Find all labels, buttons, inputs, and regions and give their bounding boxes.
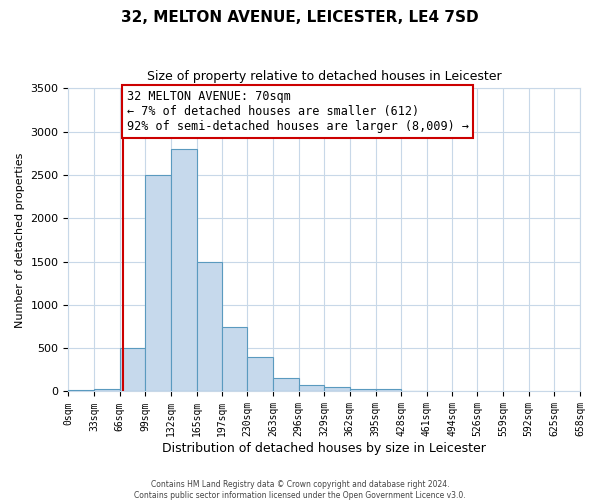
Title: Size of property relative to detached houses in Leicester: Size of property relative to detached ho… bbox=[147, 70, 502, 83]
Text: 32, MELTON AVENUE, LEICESTER, LE4 7SD: 32, MELTON AVENUE, LEICESTER, LE4 7SD bbox=[121, 10, 479, 25]
Bar bbox=[171, 149, 197, 392]
Bar bbox=[197, 262, 221, 392]
Bar bbox=[120, 348, 145, 392]
Bar bbox=[247, 357, 273, 392]
Y-axis label: Number of detached properties: Number of detached properties bbox=[15, 152, 25, 328]
Bar bbox=[299, 385, 324, 392]
Bar bbox=[350, 389, 376, 392]
Text: 32 MELTON AVENUE: 70sqm
← 7% of detached houses are smaller (612)
92% of semi-de: 32 MELTON AVENUE: 70sqm ← 7% of detached… bbox=[127, 90, 469, 133]
Bar bbox=[324, 387, 350, 392]
Bar bbox=[94, 389, 120, 392]
Text: Contains HM Land Registry data © Crown copyright and database right 2024.
Contai: Contains HM Land Registry data © Crown c… bbox=[134, 480, 466, 500]
Bar bbox=[221, 326, 247, 392]
Bar bbox=[68, 390, 94, 392]
X-axis label: Distribution of detached houses by size in Leicester: Distribution of detached houses by size … bbox=[162, 442, 486, 455]
Bar bbox=[145, 175, 171, 392]
Bar bbox=[273, 378, 299, 392]
Bar bbox=[376, 390, 401, 392]
